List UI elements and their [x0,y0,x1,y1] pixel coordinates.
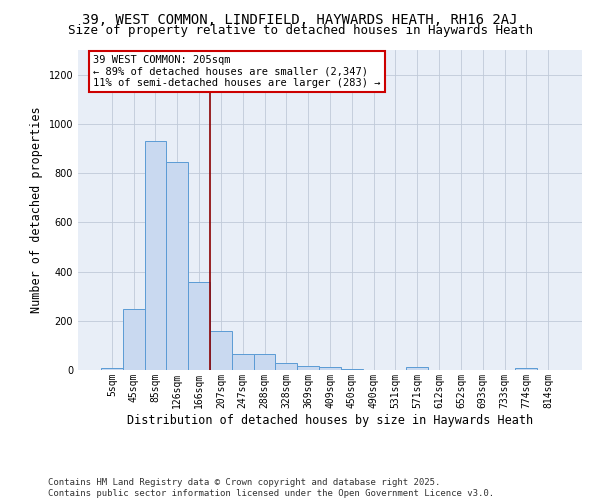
Text: Size of property relative to detached houses in Haywards Heath: Size of property relative to detached ho… [67,24,533,37]
Bar [232,354,254,370]
Bar [275,362,297,370]
Bar [319,367,341,370]
X-axis label: Distribution of detached houses by size in Haywards Heath: Distribution of detached houses by size … [127,414,533,426]
Bar [254,354,275,370]
Bar [188,282,210,370]
Bar [123,309,145,370]
Text: 39 WEST COMMON: 205sqm
← 89% of detached houses are smaller (2,347)
11% of semi-: 39 WEST COMMON: 205sqm ← 89% of detached… [93,55,380,88]
Bar [210,331,232,370]
Bar [515,368,537,370]
Y-axis label: Number of detached properties: Number of detached properties [30,106,43,314]
Bar [341,369,363,370]
Bar [101,368,123,370]
Bar [297,366,319,370]
Bar [166,162,188,370]
Bar [406,367,428,370]
Text: 39, WEST COMMON, LINDFIELD, HAYWARDS HEATH, RH16 2AJ: 39, WEST COMMON, LINDFIELD, HAYWARDS HEA… [82,12,518,26]
Text: Contains HM Land Registry data © Crown copyright and database right 2025.
Contai: Contains HM Land Registry data © Crown c… [48,478,494,498]
Bar [145,141,166,370]
